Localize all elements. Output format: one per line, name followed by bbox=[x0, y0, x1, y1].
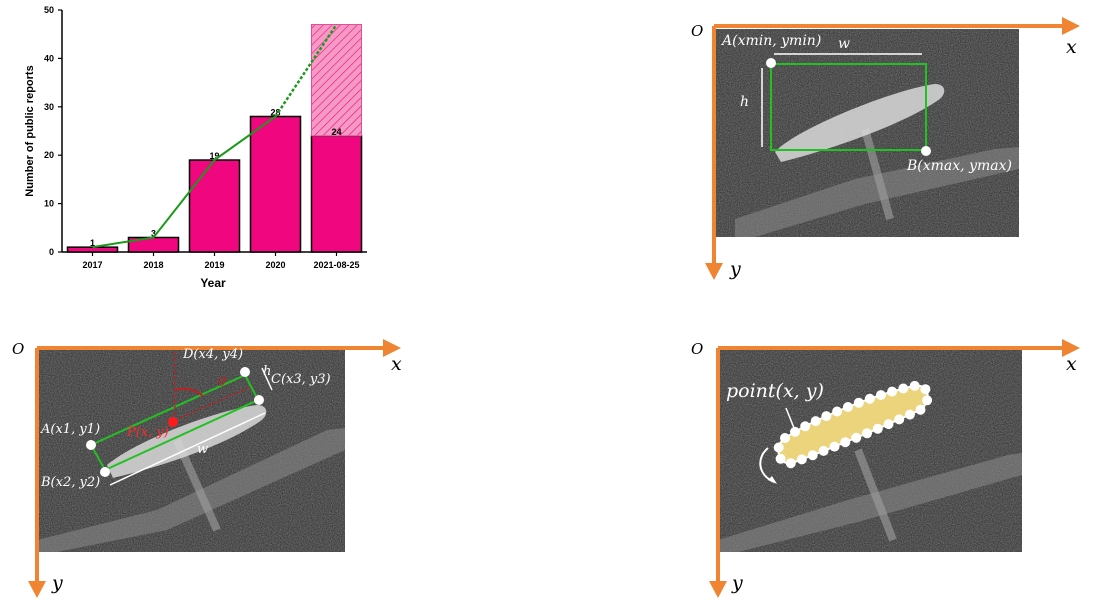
bar-label: 24 bbox=[331, 127, 341, 137]
width-label-obb: w bbox=[197, 442, 209, 457]
x-tick-label: 2018 bbox=[143, 260, 163, 270]
bar-label: 28 bbox=[270, 107, 280, 117]
polygon-point bbox=[887, 386, 898, 397]
bar-label: 19 bbox=[209, 151, 219, 161]
corner-b-label: B(xmax, ymax) bbox=[907, 158, 1012, 174]
bar-2020 bbox=[249, 115, 302, 253]
bar-2019 bbox=[188, 159, 241, 253]
polygon-point bbox=[898, 383, 909, 394]
sar-image-poly bbox=[718, 350, 1022, 552]
polygon-point bbox=[785, 458, 796, 469]
corner-a-label: A(xmin, ymin) bbox=[722, 33, 822, 49]
polygon-point bbox=[829, 441, 840, 452]
x-axis-label-obb: x bbox=[391, 353, 402, 375]
x-tick-label: 2020 bbox=[265, 260, 285, 270]
polygon-point bbox=[840, 437, 851, 448]
corner-d-label-obb: D(x4, y4) bbox=[183, 347, 244, 362]
y-axis-label: Number of public reports bbox=[24, 65, 36, 196]
polygon-point bbox=[832, 406, 843, 417]
corner-b-label-obb: B(x2, y2) bbox=[41, 475, 101, 490]
polygon-point bbox=[842, 402, 853, 412]
polygon-points bbox=[773, 380, 933, 469]
y-axis-label-hbb: y bbox=[730, 258, 741, 280]
polygon-point bbox=[810, 416, 821, 427]
y-tick-label: 0 bbox=[49, 247, 54, 257]
x-tick-label: 2017 bbox=[82, 260, 102, 270]
y-tick-label: 20 bbox=[44, 150, 54, 160]
hbb-panel: O x y A(xmin, ymin) B(xmax, ymax) w h bbox=[682, 12, 1102, 292]
polygon-point bbox=[862, 428, 872, 439]
sar-image-obb bbox=[37, 350, 345, 552]
y-tick-label: 10 bbox=[44, 199, 54, 209]
corner-c-label-obb: C(x3, y3) bbox=[271, 372, 331, 387]
x-axis-label-hbb: x bbox=[1066, 36, 1077, 58]
y-tick-label: 50 bbox=[44, 5, 54, 15]
polygon-point bbox=[807, 450, 818, 461]
corner-a-label-obb: A(x1, y1) bbox=[41, 422, 101, 437]
bar-label: 3 bbox=[151, 228, 156, 238]
y-axis-label-obb: y bbox=[52, 572, 63, 594]
sar-image-hbb bbox=[715, 29, 1019, 237]
polygon-point bbox=[883, 419, 894, 430]
x-axis-label: Year bbox=[200, 276, 226, 290]
height-label-obb: h bbox=[263, 364, 272, 379]
x-axis-label-poly: x bbox=[1066, 353, 1077, 375]
polygon-point bbox=[773, 442, 784, 453]
y-tick-label: 30 bbox=[44, 102, 54, 112]
polygon-point bbox=[853, 397, 864, 408]
polygon-point bbox=[909, 380, 920, 391]
bar-label: 1 bbox=[90, 238, 95, 248]
x-tick-label: 2021-08-25 bbox=[313, 260, 359, 270]
bar-2021-08-25 bbox=[310, 135, 363, 253]
height-label: h bbox=[740, 94, 750, 110]
origin-label-obb: O bbox=[12, 340, 25, 358]
y-tick-label: 40 bbox=[44, 53, 54, 63]
polygon-point bbox=[872, 423, 883, 434]
hbb-box bbox=[770, 63, 927, 151]
polygon-point bbox=[775, 453, 786, 464]
theta-label: θ bbox=[218, 375, 226, 390]
polygon-point bbox=[818, 445, 829, 456]
polygon-point bbox=[920, 384, 931, 395]
polygon-point bbox=[851, 432, 862, 443]
point-label: point(x, y) bbox=[726, 380, 824, 402]
polygon-point bbox=[796, 454, 807, 465]
polygon-point bbox=[915, 404, 926, 415]
bar-chart: 0 10 20 30 40 50 1 2017 3 2018 19 2019 28 2020 24 2021-… bbox=[24, 5, 367, 290]
polygon-point bbox=[864, 393, 875, 404]
polygon-point bbox=[894, 414, 905, 425]
x-tick-label: 2019 bbox=[204, 260, 224, 270]
bar-extra-2021-08-25 bbox=[310, 24, 363, 137]
polygon-point bbox=[922, 395, 933, 406]
polygon-point bbox=[780, 433, 790, 443]
origin-label-poly: O bbox=[691, 340, 704, 358]
origin-label: O bbox=[691, 22, 704, 40]
obb-panel: O x y A(x1, y1) B(x2, y2) C(x3, y3) D(x4… bbox=[10, 330, 430, 610]
polygon-point bbox=[904, 409, 915, 420]
y-axis-label-poly: y bbox=[732, 572, 743, 594]
center-label-obb: P(x, y) bbox=[127, 425, 169, 440]
width-label: w bbox=[838, 36, 850, 52]
trend-line bbox=[92, 115, 277, 249]
polygon-point bbox=[875, 390, 886, 401]
polygon-point bbox=[800, 421, 811, 432]
trend-line-projected bbox=[274, 23, 338, 118]
polygon-panel: O x y point(x, y) bbox=[682, 330, 1102, 610]
chart-plot-area: 0 10 20 30 40 50 1 2017 3 2018 19 2019 28 2020 24 2021-… bbox=[44, 5, 367, 270]
polygon-point bbox=[821, 411, 832, 422]
